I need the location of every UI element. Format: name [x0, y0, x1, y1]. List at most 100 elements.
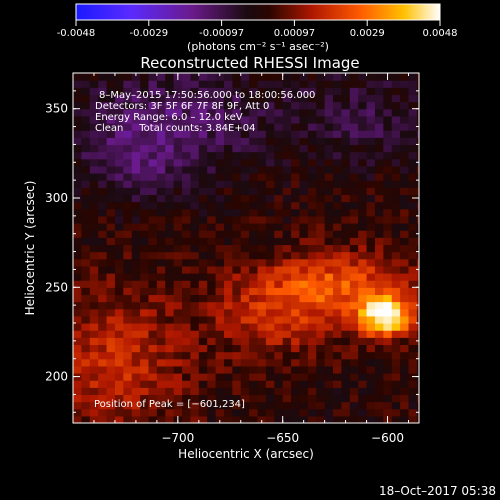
heatmap-cell [232, 244, 242, 253]
heatmap-cell [291, 73, 301, 81]
heatmap-cell [140, 123, 150, 131]
heatmap-cell [408, 137, 418, 146]
heatmap-cell [265, 251, 275, 260]
heatmap-cell [198, 330, 208, 338]
heatmap-cell [257, 144, 267, 153]
heatmap-cell [416, 137, 419, 146]
heatmap-cell [106, 387, 116, 396]
heatmap-cell [341, 201, 351, 210]
heatmap-cell [324, 265, 334, 274]
heatmap-cell [383, 394, 393, 403]
heatmap-cell [366, 265, 376, 274]
heatmap-cell [98, 273, 108, 281]
heatmap-cell [324, 215, 334, 224]
heatmap-cell [81, 280, 91, 288]
heatmap-cell [282, 165, 292, 174]
heatmap-cell [156, 151, 166, 160]
heatmap-cell [173, 351, 183, 360]
heatmap-cell [408, 165, 418, 174]
heatmap-cell [106, 251, 116, 260]
heatmap-cell [190, 294, 200, 303]
heatmap-cell [131, 173, 141, 181]
heatmap-cell [190, 123, 200, 131]
heatmap-cell [257, 330, 267, 338]
heatmap-cell [131, 408, 141, 417]
heatmap-cell [265, 223, 275, 231]
heatmap-cell [299, 108, 309, 117]
heatmap-cell [349, 151, 359, 160]
heatmap-cell [106, 137, 116, 146]
heatmap-cell [140, 165, 150, 174]
heatmap-cell [240, 365, 250, 374]
heatmap-cell [98, 387, 108, 396]
heatmap-cell [215, 108, 225, 117]
heatmap-cell [182, 387, 192, 396]
heatmap-cell [333, 401, 343, 410]
heatmap-cell [81, 337, 91, 346]
heatmap-cell [106, 94, 116, 103]
heatmap-cell [207, 280, 217, 288]
heatmap-cell [374, 73, 384, 81]
heatmap-cell [223, 73, 233, 81]
heatmap-cell [190, 394, 200, 403]
heatmap-cell [207, 365, 217, 374]
heatmap-cell [257, 344, 267, 353]
heatmap-cell [408, 180, 418, 188]
heatmap-cell [81, 87, 91, 96]
heatmap-cell [299, 115, 309, 124]
heatmap-cell [190, 158, 200, 167]
heatmap-cell [123, 344, 133, 353]
annotation-time-range: 8–May–2015 17:50:56.000 to 18:00:56.000 [99, 90, 315, 101]
heatmap-cell [341, 380, 351, 388]
heatmap-cell [114, 394, 124, 403]
heatmap-cell [165, 144, 175, 153]
heatmap-cell [98, 158, 108, 167]
heatmap-cell [140, 373, 150, 381]
heatmap-cell [416, 215, 419, 224]
heatmap-cell [240, 180, 250, 188]
heatmap-cell [274, 251, 284, 260]
heatmap-cell [333, 94, 343, 103]
heatmap-cell [324, 408, 334, 417]
heatmap-cell [257, 194, 267, 203]
heatmap-cell [408, 394, 418, 403]
heatmap-cell [383, 408, 393, 417]
y-tick-label: 350 [45, 102, 68, 116]
heatmap-cell [249, 194, 259, 203]
heatmap-cell [291, 223, 301, 231]
heatmap-cell [391, 373, 401, 381]
heatmap-cell [358, 223, 368, 231]
heatmap-cell [307, 108, 317, 117]
heatmap-cell [182, 108, 192, 117]
heatmap-cell [282, 108, 292, 117]
heatmap-cell [316, 380, 326, 388]
heatmap-cell [131, 144, 141, 153]
heatmap-cell [240, 244, 250, 253]
heatmap-cell [173, 251, 183, 260]
heatmap-cell [249, 330, 259, 338]
heatmap-cell [131, 315, 141, 324]
heatmap-cell [190, 351, 200, 360]
heatmap-cell [291, 344, 301, 353]
heatmap-cell [274, 280, 284, 288]
heatmap-cell [148, 215, 158, 224]
heatmap-cell [316, 251, 326, 260]
heatmap-cell [274, 401, 284, 410]
heatmap-cell [223, 265, 233, 274]
heatmap-cell [73, 130, 82, 138]
heatmap-cell [182, 415, 192, 423]
heatmap-cell [366, 273, 376, 281]
heatmap-cell [173, 151, 183, 160]
heatmap-cell [408, 301, 418, 310]
heatmap-cell [106, 337, 116, 346]
heatmap-cell [333, 251, 343, 260]
heatmap-cell [165, 187, 175, 196]
heatmap-cell [358, 337, 368, 346]
heatmap-cell [198, 73, 208, 81]
heatmap-cell [165, 401, 175, 410]
heatmap-cell [307, 73, 317, 81]
heatmap-cell [123, 201, 133, 210]
heatmap-cell [383, 208, 393, 217]
heatmap-cell [400, 315, 410, 324]
heatmap-cell [240, 230, 250, 238]
